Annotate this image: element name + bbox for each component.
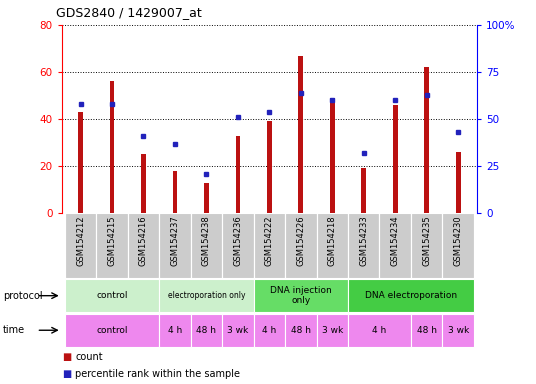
Bar: [191, 213, 222, 278]
Bar: [442, 213, 474, 278]
Text: GSM154233: GSM154233: [359, 215, 368, 266]
Text: 4 h: 4 h: [373, 326, 386, 335]
Bar: [204, 182, 209, 213]
Text: 48 h: 48 h: [291, 326, 311, 335]
Text: protocol: protocol: [3, 291, 42, 301]
Text: GSM154218: GSM154218: [328, 215, 337, 266]
Text: GSM154216: GSM154216: [139, 215, 148, 266]
Bar: [348, 314, 411, 347]
Bar: [159, 314, 191, 347]
Text: GSM154215: GSM154215: [108, 215, 116, 266]
Bar: [411, 314, 442, 347]
Bar: [361, 169, 366, 213]
Bar: [411, 213, 442, 278]
Bar: [330, 98, 334, 213]
Text: 3 wk: 3 wk: [322, 326, 343, 335]
Bar: [78, 112, 83, 213]
Bar: [317, 314, 348, 347]
Text: 48 h: 48 h: [416, 326, 437, 335]
Text: GSM154235: GSM154235: [422, 215, 431, 266]
Bar: [159, 213, 191, 278]
Text: 3 wk: 3 wk: [227, 326, 249, 335]
Text: GSM154212: GSM154212: [76, 215, 85, 266]
Text: GSM154238: GSM154238: [202, 215, 211, 266]
Text: GSM154230: GSM154230: [453, 215, 463, 266]
Bar: [159, 279, 254, 312]
Bar: [65, 314, 159, 347]
Bar: [254, 314, 285, 347]
Bar: [128, 213, 159, 278]
Text: ■: ■: [62, 369, 71, 379]
Text: GSM154234: GSM154234: [391, 215, 400, 266]
Text: 3 wk: 3 wk: [448, 326, 469, 335]
Text: DNA electroporation: DNA electroporation: [365, 291, 457, 300]
Bar: [348, 213, 379, 278]
Bar: [393, 105, 398, 213]
Text: GSM154237: GSM154237: [170, 215, 180, 266]
Bar: [191, 314, 222, 347]
Bar: [425, 67, 429, 213]
Text: time: time: [3, 325, 25, 335]
Bar: [254, 279, 348, 312]
Text: 48 h: 48 h: [196, 326, 217, 335]
Text: control: control: [96, 291, 128, 300]
Text: ■: ■: [62, 352, 71, 362]
Bar: [235, 136, 240, 213]
Bar: [348, 279, 474, 312]
Bar: [317, 213, 348, 278]
Bar: [222, 314, 254, 347]
Bar: [65, 213, 96, 278]
Bar: [65, 279, 159, 312]
Bar: [222, 213, 254, 278]
Bar: [285, 213, 317, 278]
Bar: [442, 314, 474, 347]
Bar: [299, 56, 303, 213]
Text: count: count: [75, 352, 103, 362]
Text: GSM154222: GSM154222: [265, 215, 274, 266]
Text: GSM154226: GSM154226: [296, 215, 306, 266]
Bar: [267, 121, 272, 213]
Bar: [379, 213, 411, 278]
Text: GSM154236: GSM154236: [233, 215, 242, 266]
Bar: [141, 154, 146, 213]
Bar: [254, 213, 285, 278]
Text: DNA injection
only: DNA injection only: [270, 286, 332, 305]
Text: 4 h: 4 h: [262, 326, 277, 335]
Bar: [285, 314, 317, 347]
Bar: [456, 152, 460, 213]
Text: control: control: [96, 326, 128, 335]
Text: GDS2840 / 1429007_at: GDS2840 / 1429007_at: [56, 6, 202, 19]
Bar: [110, 81, 114, 213]
Text: 4 h: 4 h: [168, 326, 182, 335]
Text: electroporation only: electroporation only: [168, 291, 245, 300]
Bar: [173, 171, 177, 213]
Text: percentile rank within the sample: percentile rank within the sample: [75, 369, 240, 379]
Bar: [96, 213, 128, 278]
